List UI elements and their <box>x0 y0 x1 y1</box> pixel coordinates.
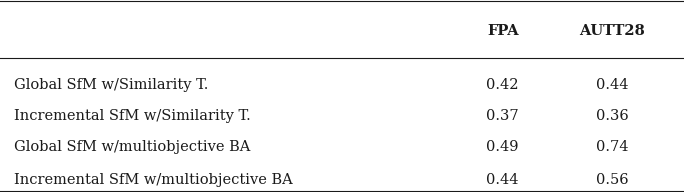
Text: 0.37: 0.37 <box>486 109 519 123</box>
Text: Global SfM w/Similarity T.: Global SfM w/Similarity T. <box>14 79 208 92</box>
Text: Incremental SfM w/Similarity T.: Incremental SfM w/Similarity T. <box>14 109 250 123</box>
Text: 0.44: 0.44 <box>486 173 519 186</box>
Text: AUTT28: AUTT28 <box>579 24 645 38</box>
Text: 0.44: 0.44 <box>596 79 629 92</box>
Text: FPA: FPA <box>487 24 518 38</box>
Text: Incremental SfM w/multiobjective BA: Incremental SfM w/multiobjective BA <box>14 173 293 186</box>
Text: 0.74: 0.74 <box>596 140 629 154</box>
Text: 0.36: 0.36 <box>596 109 629 123</box>
Text: 0.42: 0.42 <box>486 79 519 92</box>
Text: 0.56: 0.56 <box>596 173 629 186</box>
Text: 0.49: 0.49 <box>486 140 519 154</box>
Text: Global SfM w/multiobjective BA: Global SfM w/multiobjective BA <box>14 140 250 154</box>
